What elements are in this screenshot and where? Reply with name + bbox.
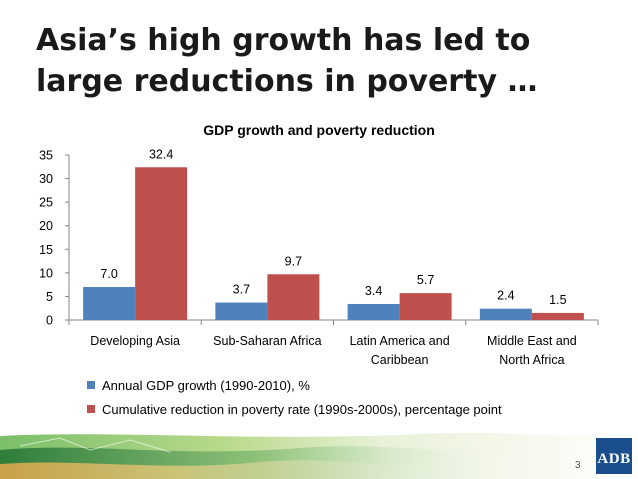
data-label: 9.7 xyxy=(285,254,302,268)
legend-item-gdp-growth: Annual GDP growth (1990-2010), % xyxy=(87,373,502,397)
y-tick-label: 20 xyxy=(39,219,53,233)
adb-logo: ADB xyxy=(596,438,632,474)
decorative-footer-band xyxy=(0,428,638,479)
bar-gdp-growth xyxy=(479,308,532,320)
y-tick-label: 35 xyxy=(39,149,53,163)
logo-text: ADB xyxy=(597,451,631,467)
legend-label: Cumulative reduction in poverty rate (19… xyxy=(102,401,502,417)
category-label-line: Developing Asia xyxy=(90,334,180,348)
y-tick-label: 5 xyxy=(46,290,53,304)
legend-label: Annual GDP growth (1990-2010), % xyxy=(102,377,310,393)
bar-poverty-reduction xyxy=(399,293,452,320)
legend-swatch-blue xyxy=(87,381,95,389)
data-label: 1.5 xyxy=(549,293,566,307)
y-tick-label: 25 xyxy=(39,196,53,210)
bar-gdp-growth xyxy=(347,303,400,320)
category-label-line: Middle East and xyxy=(487,334,577,348)
data-label: 2.4 xyxy=(497,289,514,303)
y-tick-label: 10 xyxy=(39,266,53,280)
data-label: 32.4 xyxy=(149,147,173,161)
category-label: Middle East and North Africa xyxy=(487,334,577,367)
bar-gdp-growth xyxy=(83,287,136,320)
slide-title: Asia’s high growth has led to large redu… xyxy=(36,23,538,99)
chart-legend: Annual GDP growth (1990-2010), % Cumulat… xyxy=(87,373,502,421)
page-number: 3 xyxy=(575,460,581,471)
category-label: Latin America and Caribbean xyxy=(350,334,450,367)
chart-title: GDP growth and poverty reduction xyxy=(203,122,435,138)
legend-item-poverty-reduction: Cumulative reduction in poverty rate (19… xyxy=(87,397,502,421)
data-label: 3.7 xyxy=(233,283,250,297)
category-label-line: Caribbean xyxy=(371,353,429,367)
category-label-line: Sub-Saharan Africa xyxy=(213,334,321,348)
category-label: Sub-Saharan Africa xyxy=(213,334,321,348)
data-label: 7.0 xyxy=(100,267,117,281)
y-tick-label: 30 xyxy=(39,172,53,186)
legend-swatch-red xyxy=(87,405,95,413)
y-tick-label: 15 xyxy=(39,243,53,257)
category-label: Developing Asia xyxy=(90,334,180,348)
bar-poverty-reduction xyxy=(531,312,584,320)
y-tick-label: 0 xyxy=(46,314,53,328)
category-label-line: North Africa xyxy=(499,353,564,367)
bar-chart: GDP growth and poverty reduction 0 5 10 15 2… xyxy=(39,122,599,367)
bar-poverty-reduction xyxy=(267,274,320,320)
data-label: 3.4 xyxy=(365,284,382,298)
bar-poverty-reduction xyxy=(135,167,188,320)
data-label: 5.7 xyxy=(417,273,434,287)
category-label-line: Latin America and xyxy=(350,334,450,348)
bar-gdp-growth xyxy=(215,302,268,320)
